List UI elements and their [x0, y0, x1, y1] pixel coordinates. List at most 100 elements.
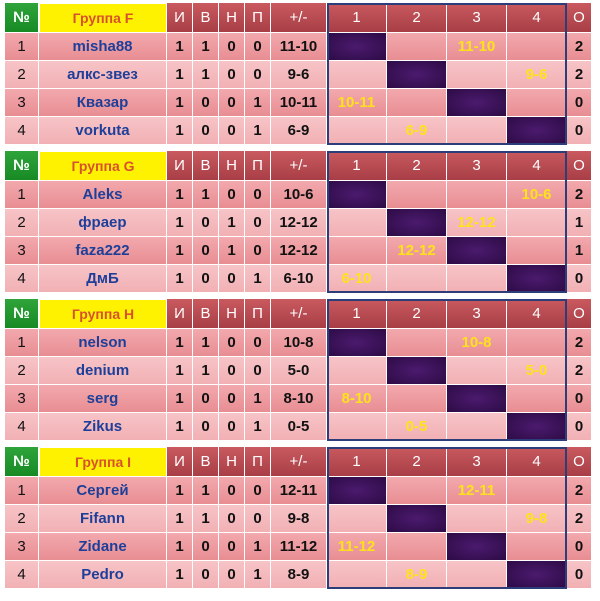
wins: 0 — [193, 385, 219, 413]
self-match-cell — [387, 61, 447, 89]
header-diff: +/- — [271, 299, 327, 329]
draws: 0 — [219, 533, 245, 561]
row-number: 4 — [5, 413, 39, 441]
header-diff: +/- — [271, 151, 327, 181]
match-result — [447, 61, 507, 89]
group-header-row: № Группа G И В Н П +/- 1 2 3 4 О — [5, 151, 596, 181]
losses: 0 — [245, 329, 271, 357]
header-losses: П — [245, 3, 271, 33]
points: 2 — [567, 181, 592, 209]
header-draws: Н — [219, 151, 245, 181]
goal-difference: 12-12 — [271, 237, 327, 265]
player-name: Fifann — [39, 505, 167, 533]
header-match-3: 3 — [447, 299, 507, 329]
goal-difference: 5-0 — [271, 357, 327, 385]
header-match-1: 1 — [327, 151, 387, 181]
header-draws: Н — [219, 299, 245, 329]
points: 0 — [567, 265, 592, 293]
losses: 1 — [245, 89, 271, 117]
games-played: 1 — [167, 477, 193, 505]
draws: 0 — [219, 329, 245, 357]
header-match-1: 1 — [327, 3, 387, 33]
wins: 0 — [193, 561, 219, 589]
match-result: 8-10 — [327, 385, 387, 413]
header-points: О — [567, 3, 592, 33]
match-result — [327, 61, 387, 89]
table-row: 2 Fifann 1 1 0 0 9-8 9-8 2 — [5, 505, 596, 533]
points: 0 — [567, 385, 592, 413]
group-header-row: № Группа F И В Н П +/- 1 2 3 4 О — [5, 3, 596, 33]
header-match-1: 1 — [327, 299, 387, 329]
match-result — [387, 181, 447, 209]
row-number: 1 — [5, 181, 39, 209]
points: 0 — [567, 413, 592, 441]
match-result — [507, 209, 567, 237]
goal-difference: 6-9 — [271, 117, 327, 145]
player-name: Aleks — [39, 181, 167, 209]
row-number: 3 — [5, 89, 39, 117]
self-match-cell — [447, 533, 507, 561]
header-wins: В — [193, 299, 219, 329]
losses: 1 — [245, 265, 271, 293]
games-played: 1 — [167, 117, 193, 145]
points: 2 — [567, 477, 592, 505]
games-played: 1 — [167, 33, 193, 61]
self-match-cell — [447, 89, 507, 117]
self-match-cell — [447, 237, 507, 265]
self-match-cell — [447, 385, 507, 413]
row-number: 4 — [5, 265, 39, 293]
points: 1 — [567, 237, 592, 265]
wins: 1 — [193, 61, 219, 89]
games-played: 1 — [167, 533, 193, 561]
group-table-3: № Группа H И В Н П +/- 1 2 3 4 О 1 nelson… — [5, 299, 596, 442]
header-num: № — [5, 447, 39, 477]
match-result — [507, 33, 567, 61]
points: 0 — [567, 561, 592, 589]
player-name: фраер — [39, 209, 167, 237]
header-diff: +/- — [271, 3, 327, 33]
header-num: № — [5, 299, 39, 329]
losses: 0 — [245, 181, 271, 209]
group-title: Группа I — [39, 447, 167, 477]
match-result — [447, 265, 507, 293]
losses: 0 — [245, 477, 271, 505]
table-row: 4 Pedro 1 0 0 1 8-9 8-9 0 — [5, 561, 596, 589]
goal-difference: 8-9 — [271, 561, 327, 589]
table-row: 4 Zikus 1 0 0 1 0-5 0-5 0 — [5, 413, 596, 441]
header-match-2: 2 — [387, 3, 447, 33]
row-number: 2 — [5, 61, 39, 89]
header-points: О — [567, 447, 592, 477]
header-match-4: 4 — [507, 447, 567, 477]
table-row: 2 denium 1 1 0 0 5-0 5-0 2 — [5, 357, 596, 385]
points: 1 — [567, 209, 592, 237]
wins: 0 — [193, 89, 219, 117]
row-number: 4 — [5, 561, 39, 589]
match-result — [507, 385, 567, 413]
match-result — [507, 477, 567, 505]
header-match-2: 2 — [387, 299, 447, 329]
table-row: 3 serg 1 0 0 1 8-10 8-10 0 — [5, 385, 596, 413]
header-match-2: 2 — [387, 151, 447, 181]
group-title: Группа G — [39, 151, 167, 181]
table-row: 3 Квазар 1 0 0 1 10-11 10-11 0 — [5, 89, 596, 117]
header-match-4: 4 — [507, 3, 567, 33]
goal-difference: 9-6 — [271, 61, 327, 89]
header-num: № — [5, 3, 39, 33]
match-result — [507, 329, 567, 357]
match-result — [447, 505, 507, 533]
losses: 1 — [245, 385, 271, 413]
match-result — [387, 329, 447, 357]
wins: 1 — [193, 477, 219, 505]
match-result: 6-9 — [387, 117, 447, 145]
losses: 1 — [245, 117, 271, 145]
match-result: 6-10 — [327, 265, 387, 293]
losses: 0 — [245, 209, 271, 237]
player-name: ДмБ — [39, 265, 167, 293]
goal-difference: 0-5 — [271, 413, 327, 441]
goal-difference: 6-10 — [271, 265, 327, 293]
points: 2 — [567, 357, 592, 385]
self-match-cell — [507, 117, 567, 145]
losses: 0 — [245, 33, 271, 61]
group-title: Группа F — [39, 3, 167, 33]
goal-difference: 12-12 — [271, 209, 327, 237]
